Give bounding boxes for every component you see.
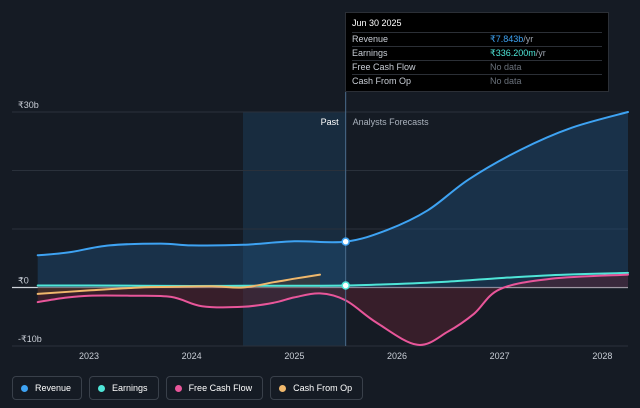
tooltip-value: ₹336.200m (490, 48, 536, 58)
tooltip-label: Free Cash Flow (352, 62, 416, 72)
tooltip-label: Revenue (352, 34, 389, 44)
x-axis-ticks: 2023 2024 2025 2026 2027 2028 (79, 351, 612, 361)
x-tick-label: 2028 (592, 351, 612, 361)
tooltip-unit: /yr (523, 34, 534, 44)
legend-item-earnings[interactable]: Earnings (89, 376, 159, 400)
revenue-marker (341, 237, 350, 246)
series-lines (36, 111, 629, 346)
revenue-line (36, 111, 629, 257)
legend-label: Free Cash Flow (188, 383, 253, 393)
tooltip-row-free-cash-flow: Free Cash Flow No data (352, 60, 602, 74)
y-tick-label: ₹0 (18, 276, 29, 286)
tooltip-value: No data (490, 62, 522, 72)
data-tooltip: Jun 30 2025 Revenue ₹7.843b /yr Earnings… (345, 12, 609, 92)
earnings-dot-icon (98, 384, 106, 392)
x-tick-label: 2027 (490, 351, 510, 361)
tooltip-row-cash-from-op: Cash From Op No data (352, 74, 602, 88)
y-tick-label: -₹10b (18, 334, 42, 344)
tooltip-value: ₹7.843b (490, 34, 524, 44)
legend-label: Cash From Op (293, 383, 353, 393)
y-axis-ticks: ₹30b ₹0 -₹10b (18, 100, 42, 344)
tooltip-unit: /yr (535, 48, 546, 58)
forecast-label: Analysts Forecasts (353, 117, 430, 127)
free-cash-flow-dot-icon (174, 384, 182, 392)
legend-item-revenue[interactable]: Revenue (12, 376, 83, 400)
earnings-line (36, 271, 629, 288)
cash-from-op-dot-icon (279, 384, 287, 392)
tooltip-date: Jun 30 2025 (352, 18, 402, 28)
x-tick-label: 2023 (79, 351, 99, 361)
x-tick-label: 2025 (284, 351, 304, 361)
tooltip-label: Cash From Op (352, 76, 412, 86)
y-tick-label: ₹30b (18, 100, 39, 110)
legend-item-free-cash-flow[interactable]: Free Cash Flow (165, 376, 264, 400)
earnings-marker (341, 281, 350, 290)
revenue-area (37, 112, 628, 288)
tooltip-value: No data (490, 76, 522, 86)
legend-item-cash-from-op[interactable]: Cash From Op (270, 376, 364, 400)
x-tick-label: 2026 (387, 351, 407, 361)
tooltip-row-revenue: Revenue ₹7.843b /yr (352, 32, 602, 46)
tooltip-label: Earnings (352, 48, 388, 58)
cash-from-op-line (36, 273, 321, 295)
x-tick-label: 2024 (182, 351, 202, 361)
legend-label: Revenue (35, 383, 72, 393)
past-label: Past (321, 117, 340, 127)
tooltip-row-earnings: Earnings ₹336.200m /yr (352, 46, 602, 60)
chart-legend: Revenue Earnings Free Cash Flow Cash Fro… (12, 376, 364, 400)
legend-label: Earnings (112, 383, 148, 393)
revenue-dot-icon (21, 384, 28, 392)
free-cash-flow-line (36, 273, 629, 346)
hover-markers (341, 237, 350, 290)
free-cash-flow-area (37, 274, 628, 345)
